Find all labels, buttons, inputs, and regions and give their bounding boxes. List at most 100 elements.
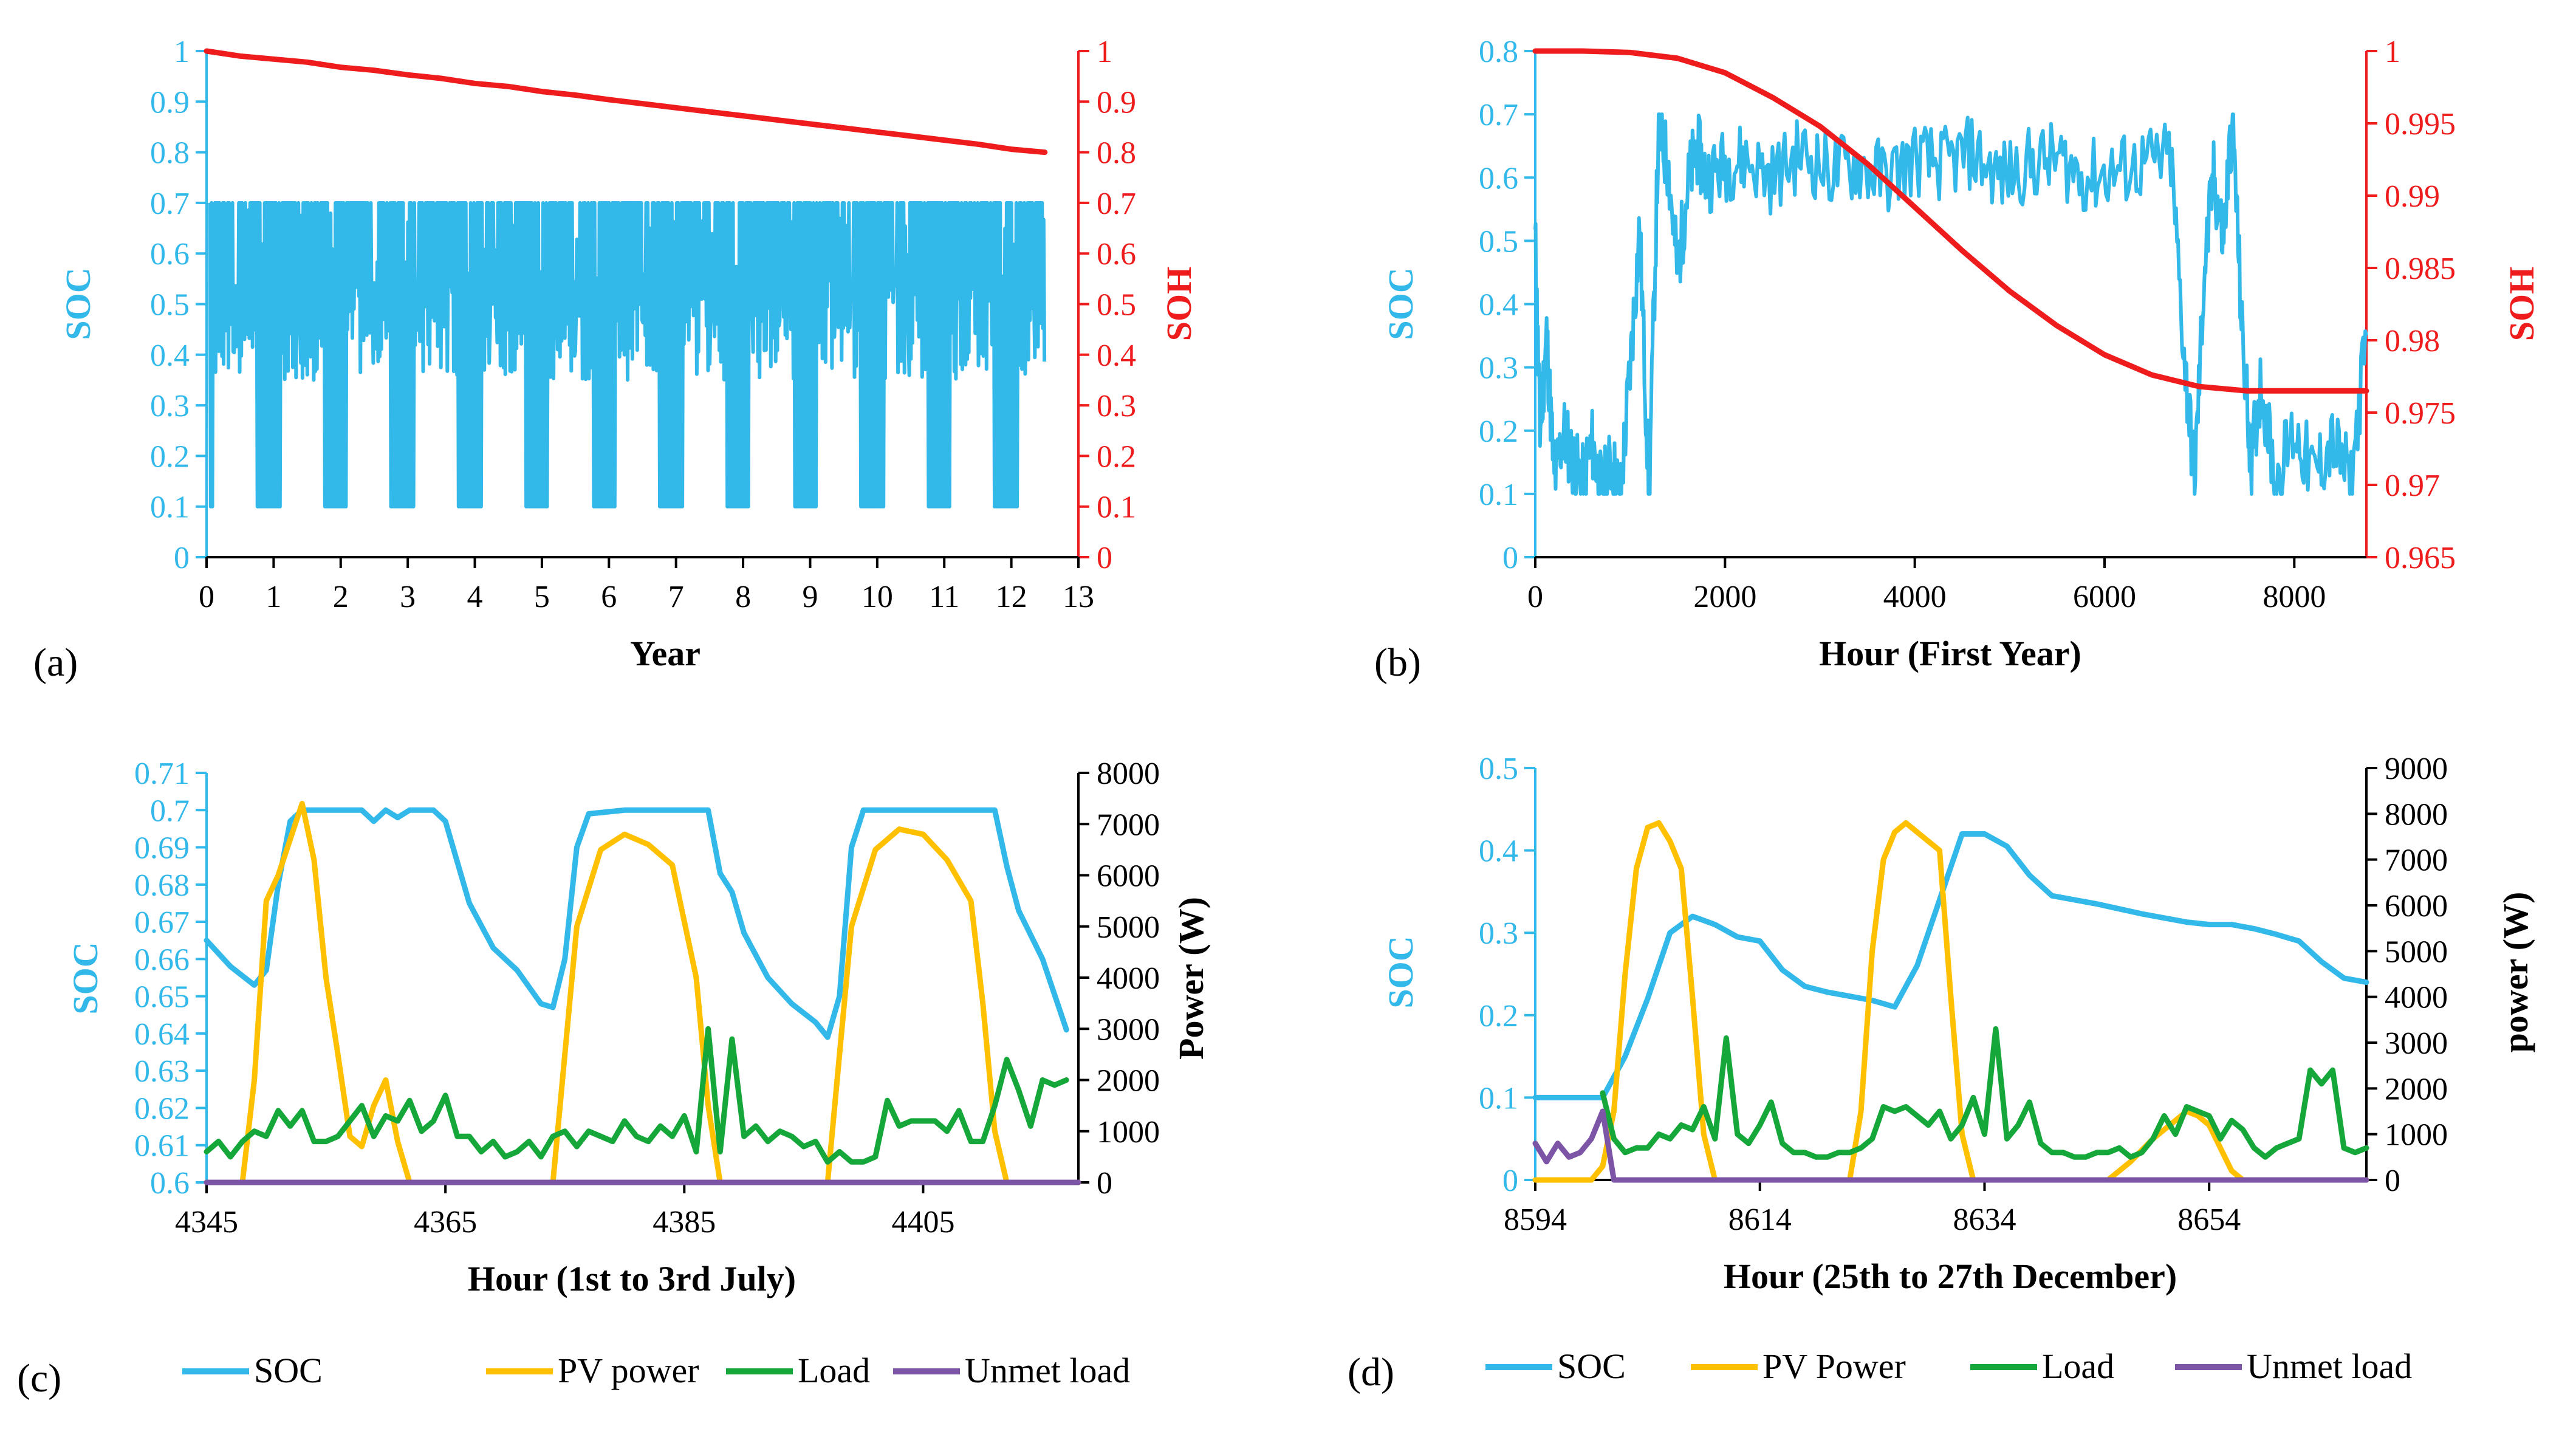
x-tick-label: 2	[333, 580, 349, 614]
legend-item-load: Load	[1970, 1346, 2114, 1386]
x-axis-title: Hour (25th to 27th December)	[1724, 1257, 2177, 1296]
y-tick-label-left: 0.4	[1479, 834, 1518, 869]
y-tick-label-right: 8000	[2385, 797, 2448, 832]
x-tick-label: 4385	[653, 1205, 716, 1240]
y-tick-label-right: 0.2	[1097, 439, 1136, 474]
y-tick-label-left: 0	[1502, 1164, 1518, 1198]
x-tick-label: 1	[265, 580, 281, 614]
y-tick-label-right: 0.985	[2385, 252, 2456, 286]
y-tick-label-right: 1000	[1097, 1115, 1160, 1150]
chart-panel-b: 0 0.1 0.2 0.3 0.4 0.5 0.6 0.7 0.8 0.965 0.97 0.975 0…	[1374, 35, 2541, 685]
y-axis-title-left: SOC	[58, 267, 98, 340]
y-tick-label-right: 0.9	[1097, 85, 1136, 120]
legend-item-soc: SOC	[1485, 1346, 1626, 1386]
y-tick-label-right: 0.5	[1097, 288, 1136, 323]
x-tick-label: 3	[400, 580, 416, 614]
legend-item-unmet-load: Unmet load	[2175, 1346, 2412, 1386]
y-tick-label-right: 0.8	[1097, 136, 1136, 171]
x-tick-label: 9	[802, 580, 818, 614]
y-tick-label-right: 7000	[1097, 808, 1160, 842]
y-tick-label-left: 0.69	[134, 831, 190, 866]
x-tick-label: 0	[1527, 580, 1543, 614]
x-axis-title: Hour (First Year)	[1819, 634, 2081, 673]
legend-label: SOC	[1557, 1346, 1626, 1386]
y-tick-label-right: 5000	[1097, 910, 1160, 945]
y-tick-label-right: 0.3	[1097, 389, 1136, 424]
y-tick-label-right: 1	[2385, 35, 2400, 69]
x-tick-label: 4345	[175, 1205, 238, 1240]
panel-label: (d)	[1348, 1350, 1394, 1394]
x-tick-label: 4365	[414, 1205, 477, 1240]
y-tick-label-right: 0.7	[1097, 187, 1136, 221]
y-tick-label-left: 0.2	[150, 439, 190, 474]
legend-item-pv-power: PV power	[486, 1351, 699, 1390]
y-tick-label-left: 0.63	[134, 1054, 190, 1089]
y-tick-label-right: 0	[2385, 1164, 2400, 1198]
y-tick-label-right: 1000	[2385, 1118, 2448, 1153]
series-line-soh	[204, 48, 1048, 156]
x-tick-label: 13	[1063, 580, 1094, 614]
x-tick-label: 4	[467, 580, 483, 614]
y-tick-label-right: 0.995	[2385, 107, 2456, 142]
x-axis-title: Hour (1st to 3rd July)	[468, 1259, 796, 1298]
y-tick-label-left: 0.6	[1479, 161, 1518, 196]
y-tick-label-left: 0.5	[1479, 224, 1518, 259]
x-tick-label: 11	[929, 580, 959, 614]
y-tick-label-right: 6000	[2385, 889, 2448, 924]
x-tick-label: 8000	[2263, 580, 2326, 614]
y-tick-label-left: 0.8	[150, 136, 190, 171]
x-tick-label: 10	[862, 580, 893, 614]
y-tick-label-right: 6000	[1097, 859, 1160, 894]
series-line-pv-power	[204, 801, 1081, 1185]
y-tick-label-right: 2000	[2385, 1072, 2448, 1106]
legend-label: Load	[2042, 1346, 2114, 1386]
y-tick-label-left: 0.7	[150, 794, 190, 828]
y-tick-label-right: 8000	[1097, 756, 1160, 791]
series-line-pv-power	[1532, 820, 2369, 1183]
y-tick-label-right: 0.4	[1097, 338, 1136, 373]
legend-label: SOC	[254, 1351, 323, 1390]
y-tick-label-left: 0.61	[134, 1129, 190, 1164]
y-tick-label-left: 0.6	[150, 1166, 190, 1201]
y-tick-label-right: 0.98	[2385, 324, 2440, 358]
x-tick-label: 8634	[1953, 1202, 2016, 1237]
y-tick-label-left: 0.3	[1479, 916, 1518, 951]
y-tick-label-left: 0.2	[1479, 999, 1518, 1034]
y-tick-label-left: 0.1	[150, 490, 190, 525]
y-tick-label-left: 0.65	[134, 980, 190, 1015]
y-tick-label-left: 0.6	[150, 237, 190, 272]
series-line-soc	[1533, 112, 2368, 496]
y-tick-label-right: 1	[1097, 35, 1112, 69]
legend-item-pv-power: PV Power	[1691, 1346, 1906, 1386]
panel-label: (c)	[17, 1356, 61, 1401]
legend-label: PV Power	[1762, 1346, 1906, 1386]
y-tick-label-left: 0.7	[1479, 98, 1518, 132]
legend-item-soc: SOC	[182, 1351, 323, 1390]
y-tick-label-left: 0.1	[1479, 478, 1518, 512]
y-tick-label-right: 3000	[2385, 1026, 2448, 1061]
y-tick-label-right: 9000	[2385, 752, 2448, 786]
y-tick-label-right: 2000	[1097, 1064, 1160, 1099]
y-tick-label-left: 0.9	[150, 85, 190, 120]
x-tick-label: 4000	[1883, 580, 1947, 614]
x-tick-label: 5	[534, 580, 550, 614]
y-tick-label-right: 0	[1097, 541, 1112, 575]
series-line-soc	[1532, 831, 2369, 1100]
y-axis-title-left: SOC	[1381, 267, 1420, 340]
series-line-soc	[204, 807, 1069, 1040]
y-tick-label-right: 3000	[1097, 1012, 1160, 1047]
y-tick-label-left: 0.2	[1479, 414, 1518, 449]
chart-panel-c: 0.60.610.620.630.640.650.660.670.680.690…	[17, 756, 1211, 1401]
panel-label: (a)	[33, 640, 78, 685]
y-axis-title-right: Power (W)	[1171, 897, 1211, 1060]
y-tick-label-left: 0.62	[134, 1091, 190, 1126]
y-tick-label-left: 0.67	[134, 905, 190, 940]
legend-label: PV power	[558, 1351, 699, 1390]
y-tick-label-right: 0.97	[2385, 468, 2440, 503]
legend-item-unmet-load: Unmet load	[893, 1351, 1130, 1390]
y-tick-label-left: 0.64	[134, 1017, 190, 1052]
y-tick-label-left: 0.3	[1479, 351, 1518, 386]
x-tick-label: 6000	[2073, 580, 2136, 614]
y-tick-label-left: 0.4	[150, 338, 190, 373]
